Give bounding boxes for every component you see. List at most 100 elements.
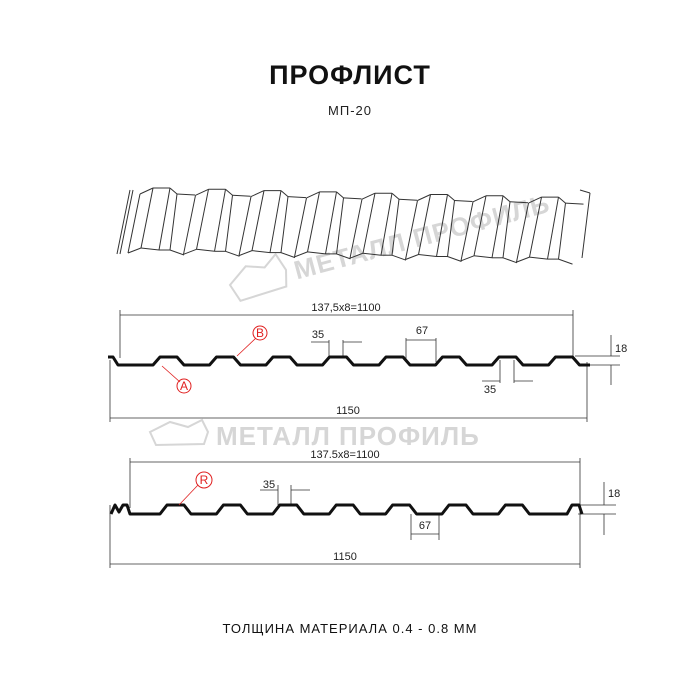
sheet-edge-line: [529, 197, 542, 258]
sheet-edge-line: [306, 191, 320, 199]
watermark-logo-icon: [228, 252, 288, 303]
width-label: 1150: [336, 405, 360, 417]
sheet-edge-line: [516, 256, 530, 263]
sheet-edge-line: [169, 249, 185, 256]
sheet-edge-line: [140, 187, 154, 249]
sheet-edge-line: [398, 198, 418, 201]
gap-label: 67: [419, 520, 431, 532]
sheet-edge-line: [380, 193, 393, 256]
sheet-edge-line: [196, 248, 215, 252]
sheet-edge-line: [139, 187, 154, 195]
sheet-edge-line: [361, 192, 376, 200]
sheet-edge-line: [307, 191, 320, 252]
sheet-edge-line: [509, 201, 529, 204]
sheet-edge-line: [127, 193, 141, 254]
marker-r: [195, 471, 213, 489]
sheet-edge-line: [579, 189, 591, 194]
sheet-edge-line: [294, 251, 308, 258]
sheet-edge-line: [349, 199, 363, 259]
sheet-edge-line: [116, 189, 131, 255]
sheet-edge-line: [140, 247, 160, 251]
sheet-edge-line: [391, 199, 400, 256]
sheet-edge-line: [558, 258, 573, 265]
profile-ab-section: 137,5x8=1100 1150 35 67 35 18 A B: [108, 302, 627, 422]
marker-a-label: A: [180, 379, 188, 393]
sheet-edge-line: [251, 190, 265, 251]
height-label: 18: [615, 343, 627, 355]
sheet-edge-line: [558, 196, 566, 204]
sheet-edge-line: [418, 254, 437, 257]
sheet-edge-line: [251, 250, 271, 254]
sheet-edge-line: [460, 255, 475, 262]
pitch-label: 137,5x8=1100: [311, 302, 380, 314]
sheet-edge-line: [472, 195, 487, 203]
sheet-edge-line: [336, 191, 344, 199]
sheet-edge-line: [195, 188, 209, 196]
watermark-logo-icon: [148, 418, 210, 447]
sheet-edge-line: [460, 201, 474, 261]
sheet-edge-line: [280, 190, 289, 197]
sheet-edge-line: [280, 196, 289, 253]
sheet-edge-line: [183, 248, 197, 255]
sheet-edge-line: [119, 189, 134, 255]
sheet-edge-line: [250, 190, 265, 198]
sheet-edge-line: [502, 257, 518, 264]
sheet-edge-line: [362, 193, 376, 254]
sheet-edge-line: [280, 252, 296, 259]
sheet-edge-line: [391, 192, 400, 200]
bottom-width-label: 35: [484, 384, 496, 396]
sheet-edge-line: [225, 195, 233, 252]
sheet-edge-line: [581, 192, 591, 259]
sheet-edge-line: [528, 196, 542, 204]
sheet-edge-line: [362, 252, 382, 256]
watermark-middle: МЕТАЛЛ ПРОФИЛЬ: [148, 418, 480, 451]
sheet-edge-line: [436, 194, 448, 257]
sheet-edge-line: [214, 189, 226, 252]
sheet-edge-line: [516, 203, 529, 263]
sheet-edge-line: [238, 250, 253, 257]
top-width-label: 35: [263, 479, 275, 491]
sheet-edge-line: [491, 195, 504, 258]
sheet-edge-line: [343, 197, 362, 200]
sheet-edge-line: [238, 196, 252, 256]
sheet-edge-line: [447, 194, 455, 201]
sheet-edge-line: [529, 256, 548, 260]
marker-b: [252, 325, 268, 341]
sheet-perspective-view: [116, 187, 591, 265]
sheet-edge-line: [232, 194, 251, 197]
profile-r-section: 137.5x8=1100 1150 35 67 18 R: [109, 449, 620, 568]
sheet-edge-line: [447, 256, 462, 262]
height-label: 18: [608, 488, 620, 500]
sheet-edge-line: [196, 189, 209, 250]
marker-a: [176, 378, 192, 394]
sheet-edge-line: [473, 255, 493, 259]
sheet-edge-line: [502, 201, 511, 258]
profile-r-outline: [109, 503, 584, 516]
sheet-edge-line: [336, 253, 351, 260]
watermark-text: МЕТАЛЛ ПРОФИЛЬ: [216, 421, 480, 451]
sheet-edge-line: [454, 200, 473, 202]
sheet-edge-line: [169, 187, 178, 195]
sheet-edge-line: [158, 187, 171, 251]
page-subtitle: МП-20: [328, 103, 372, 118]
sheet-edge-line: [169, 193, 178, 251]
top-width-label: 35: [312, 329, 324, 341]
watermark-top: МЕТАЛЛ ПРОФИЛЬ: [228, 188, 553, 303]
marker-r-label: R: [200, 473, 209, 487]
sheet-edge-line: [447, 200, 455, 257]
profile-ab-outline: [108, 355, 590, 367]
material-thickness-note: ТОЛЩИНА МАТЕРИАЛА 0.4 - 0.8 ММ: [222, 621, 478, 636]
sheet-edge-line: [287, 196, 307, 199]
sheet-edge-line: [565, 202, 584, 205]
sheet-edge-line: [418, 194, 431, 255]
sheet-edge-line: [336, 197, 344, 254]
gap-label: 67: [416, 325, 428, 337]
sheet-edge-line: [176, 193, 196, 196]
page-title: ПРОФЛИСТ: [269, 60, 431, 90]
sheet-edge-line: [502, 195, 511, 203]
sheet-edge-line: [183, 195, 196, 255]
sheet-edge-line: [473, 195, 487, 256]
sheet-edge-line: [547, 197, 559, 260]
